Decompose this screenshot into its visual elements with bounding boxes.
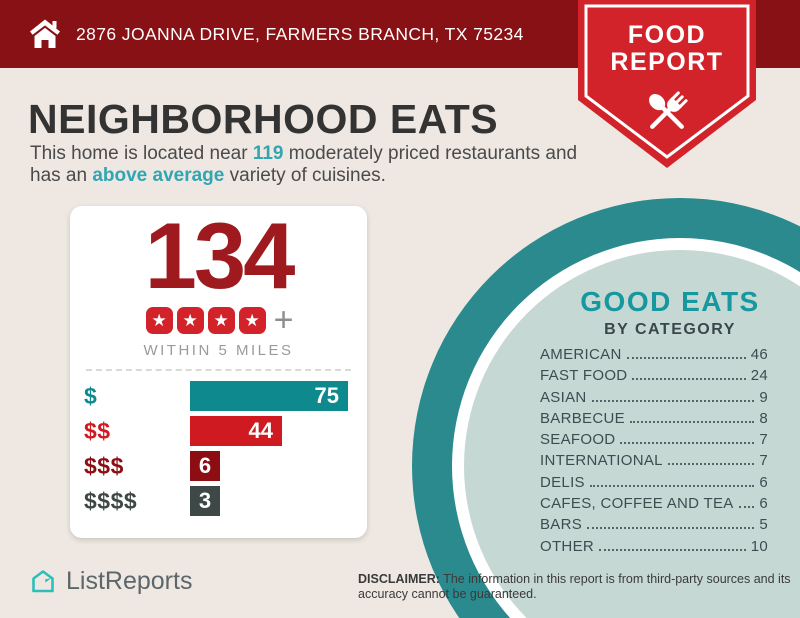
brand-name: ListReports xyxy=(66,566,193,595)
bar-row: $$ 44 xyxy=(84,416,353,446)
dotted-leader xyxy=(599,548,746,551)
category-value: 9 xyxy=(759,388,768,406)
price-tier-label: $$$$ xyxy=(84,487,138,514)
category-label: CAFES, COFFEE AND TEA xyxy=(540,495,734,513)
good-eats-circle xyxy=(412,198,800,618)
bar-row: $$$ 6 xyxy=(84,451,353,481)
list-item: BARS 5 xyxy=(540,516,768,537)
list-item: ASIAN 9 xyxy=(540,389,768,410)
list-item: INTERNATIONAL 7 xyxy=(540,452,768,473)
good-eats-subtitle: BY CATEGORY xyxy=(604,321,736,338)
category-value: 8 xyxy=(759,409,768,427)
stars-container: ★ ★ ★ ★ xyxy=(144,307,268,334)
stars-row: ★ ★ ★ ★ + xyxy=(70,301,367,339)
category-value: 10 xyxy=(750,537,768,555)
category-label: FAST FOOD xyxy=(540,367,628,385)
badge-ribbon-shape xyxy=(578,0,756,168)
bar: 75 xyxy=(190,381,348,411)
bar: 44 xyxy=(190,416,282,446)
star-icon: ★ xyxy=(145,307,173,334)
category-label: OTHER xyxy=(540,537,594,555)
price-tier-bar-chart: $ 75 $$ 44 $$$ 6 $$$$ 3 xyxy=(84,381,353,521)
restaurant-count-highlight: 119 xyxy=(252,143,284,164)
disclaimer: DISCLAIMER: The information in this repo… xyxy=(358,572,791,601)
list-item: OTHER 10 xyxy=(540,538,768,559)
page-title: NEIGHBORHOOD EATS xyxy=(28,96,499,142)
dotted-leader xyxy=(629,420,755,423)
list-item: AMERICAN 46 xyxy=(540,346,768,367)
badge-title: FOOD REPORT xyxy=(610,21,724,76)
list-item: CAFES, COFFEE AND TEA 6 xyxy=(540,495,768,516)
dotted-leader xyxy=(589,484,755,487)
category-value: 24 xyxy=(750,367,768,385)
disclaimer-label: DISCLAIMER: xyxy=(358,572,440,586)
category-value: 7 xyxy=(759,431,768,449)
star-icon: ★ xyxy=(176,307,204,334)
radius-caption: WITHIN 5 MILES xyxy=(143,342,294,359)
plus-sign: + xyxy=(273,301,294,339)
category-label: SEAFOOD xyxy=(540,431,616,449)
bar: 3 xyxy=(190,486,220,516)
price-tier-label: $$$ xyxy=(84,452,124,479)
restaurant-stat-card: 134 ★ ★ ★ ★ + WITHIN 5 MILES $ 75 $$ 44 $$$… xyxy=(70,203,367,538)
category-label: BARS xyxy=(540,516,583,534)
variety-highlight: above average xyxy=(92,164,225,186)
bar-row: $$$$ 3 xyxy=(84,486,353,516)
bar-row: $ 75 xyxy=(84,381,353,411)
star-icon: ★ xyxy=(207,307,235,334)
listreports-logo: ListReports xyxy=(28,566,192,596)
category-value: 5 xyxy=(759,516,768,534)
bar-value: 44 xyxy=(248,418,273,443)
category-value: 7 xyxy=(759,452,768,470)
category-list: AMERICAN 46 FAST FOOD 24 ASIAN 9 BARBECUE 8 … xyxy=(540,346,768,559)
good-eats-title: GOOD EATS xyxy=(580,286,760,317)
bar-value: 6 xyxy=(198,453,212,478)
list-item: FAST FOOD 24 xyxy=(540,367,768,388)
listreports-house-icon xyxy=(32,570,54,593)
category-value: 6 xyxy=(759,495,768,513)
list-item: BARBECUE 8 xyxy=(540,410,768,431)
dotted-leader xyxy=(626,357,746,359)
category-value: 46 xyxy=(750,346,768,363)
restaurant-count: 134 xyxy=(144,203,296,308)
dotted-leader xyxy=(667,463,755,466)
price-tier-label: $ xyxy=(84,382,98,409)
category-label: ASIAN xyxy=(540,388,587,406)
list-item: SEAFOOD 7 xyxy=(540,431,768,452)
category-value: 6 xyxy=(759,473,768,491)
crossed-spoon-fork-icon xyxy=(649,91,688,129)
price-tier-label: $$ xyxy=(84,417,111,444)
food-report-badge: FOOD REPORT xyxy=(578,0,756,170)
dashed-divider xyxy=(86,369,351,371)
dotted-leader xyxy=(738,506,755,509)
good-eats-heading: GOOD EATS BY CATEGORY xyxy=(545,286,795,339)
list-item: DELIS 6 xyxy=(540,474,768,495)
bar-value: 75 xyxy=(314,383,339,408)
category-label: DELIS xyxy=(540,473,585,491)
subtitle: This home is located near 119 moderately… xyxy=(30,143,578,186)
category-label: INTERNATIONAL xyxy=(540,452,663,470)
category-label: AMERICAN xyxy=(540,346,622,363)
dotted-leader xyxy=(632,378,746,381)
dotted-leader xyxy=(587,527,755,530)
category-label: BARBECUE xyxy=(540,409,625,427)
property-address: 2876 JOANNA DRIVE, FARMERS BRANCH, TX 75… xyxy=(76,23,524,44)
bar: 6 xyxy=(190,451,220,481)
dotted-leader xyxy=(620,442,755,445)
bar-value: 3 xyxy=(198,488,212,513)
home-icon xyxy=(30,19,60,48)
dotted-leader xyxy=(591,399,755,402)
star-icon: ★ xyxy=(238,307,266,334)
